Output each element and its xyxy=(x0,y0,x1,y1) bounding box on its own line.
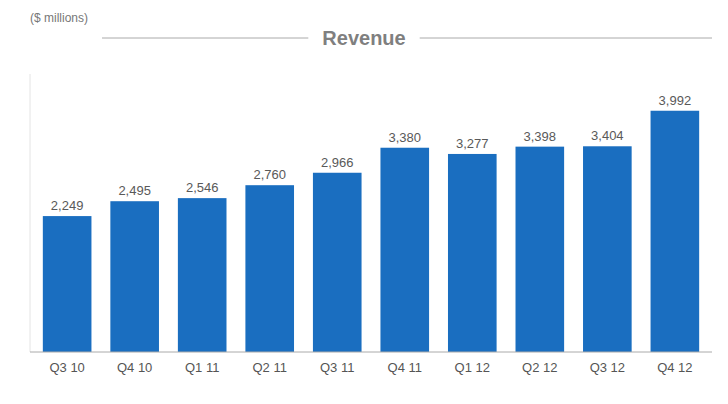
bar xyxy=(448,154,497,352)
y-axis-line xyxy=(30,74,31,352)
chart: Revenue ($ millions) 2,249 2,495 2,546 2,760 2… xyxy=(0,0,728,404)
x-axis-line xyxy=(30,352,712,353)
bar xyxy=(178,198,227,352)
data-label: 3,277 xyxy=(456,136,489,151)
x-tick-label: Q4 10 xyxy=(117,360,152,375)
x-tick-label: Q4 12 xyxy=(657,360,692,375)
data-label: 2,249 xyxy=(51,198,84,213)
x-tick-label: Q4 11 xyxy=(388,360,422,375)
chart-container: Revenue ($ millions) 2,249 2,495 2,546 2,760 2… xyxy=(0,0,728,404)
data-label: 2,760 xyxy=(253,167,286,182)
bars xyxy=(43,111,699,352)
subtitle: ($ millions) xyxy=(30,11,88,25)
x-tick-label: Q3 12 xyxy=(590,360,625,375)
bar xyxy=(43,216,92,352)
x-tick-label: Q3 11 xyxy=(320,360,354,375)
title: Revenue xyxy=(322,27,405,49)
bar xyxy=(313,173,362,352)
header-rule xyxy=(102,38,308,39)
x-tick-label: Q3 10 xyxy=(49,360,84,375)
data-label: 2,495 xyxy=(118,183,151,198)
x-tick-label: Q1 12 xyxy=(455,360,490,375)
data-label: 3,380 xyxy=(388,130,421,145)
data-label: 2,966 xyxy=(321,155,354,170)
bar xyxy=(380,148,429,352)
bar xyxy=(516,147,565,352)
bar xyxy=(245,185,294,352)
data-label: 2,546 xyxy=(186,180,219,195)
bar xyxy=(110,201,159,352)
data-label: 3,992 xyxy=(659,93,692,108)
bar xyxy=(583,146,632,352)
bar xyxy=(651,111,700,352)
x-tick-label: Q2 12 xyxy=(522,360,557,375)
data-label: 3,398 xyxy=(524,129,557,144)
data-label: 3,404 xyxy=(591,128,624,143)
x-tick-label: Q1 11 xyxy=(185,360,219,375)
header-rule xyxy=(420,38,712,39)
x-tick-label: Q2 11 xyxy=(252,360,286,375)
